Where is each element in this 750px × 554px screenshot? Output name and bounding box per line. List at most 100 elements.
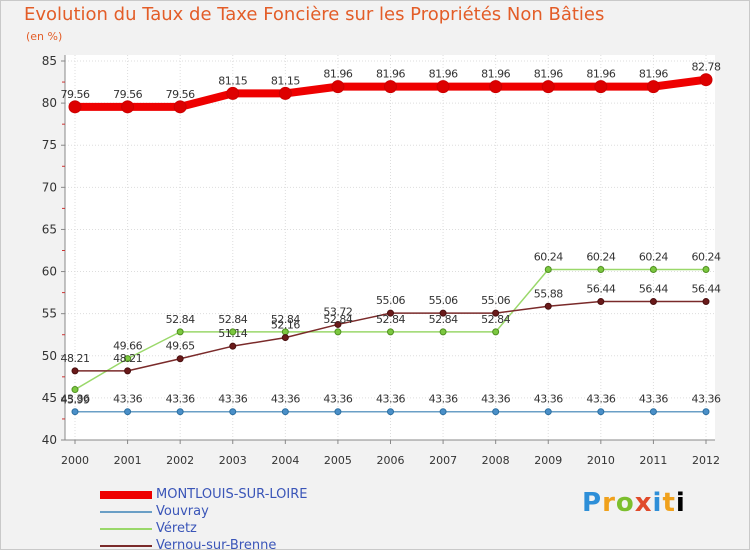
- data-point-2: [597, 266, 605, 274]
- data-point-2: [387, 328, 394, 336]
- data-label-2: 60.24: [534, 251, 563, 264]
- data-label-1: 43.36: [481, 393, 510, 406]
- data-label-1: 43.36: [534, 393, 563, 406]
- data-label-0: 81.96: [429, 68, 458, 81]
- proxiti-logo: Proxiti: [582, 488, 686, 518]
- data-point-0: [226, 86, 240, 100]
- data-point-2: [439, 328, 447, 336]
- legend-label-vouvray: Vouvray: [156, 504, 209, 519]
- data-point-3: [124, 367, 132, 375]
- data-point-2: [492, 328, 500, 336]
- legend-swatch-montlouis: [100, 490, 152, 499]
- data-point-3: [439, 309, 447, 317]
- data-label-3: 55.06: [376, 294, 405, 307]
- data-label-0: 81.96: [534, 68, 563, 81]
- data-label-3: 51.14: [218, 327, 247, 340]
- data-label-2: 52.84: [271, 313, 300, 326]
- data-point-1: [71, 408, 79, 416]
- data-point-2: [71, 386, 79, 394]
- data-point-0: [384, 80, 397, 94]
- legend-item-montlouis: MONTLOUIS-SUR-LOIRE: [100, 486, 307, 503]
- data-label-2: 60.24: [692, 251, 721, 264]
- y-tick-label: 50: [42, 349, 57, 363]
- data-label-3: 52.16: [271, 319, 300, 332]
- data-label-1: 43.36: [323, 393, 352, 406]
- data-point-0: [646, 80, 660, 94]
- data-point-1: [702, 408, 710, 416]
- data-label-0: 81.15: [271, 74, 300, 87]
- data-point-3: [387, 309, 394, 317]
- data-point-1: [176, 408, 184, 416]
- legend-label-vernou: Vernou-sur-Brenne: [156, 538, 277, 553]
- data-point-1: [649, 408, 657, 416]
- data-label-0: 81.96: [376, 68, 405, 81]
- data-point-0: [541, 80, 555, 94]
- logo-letter: i: [675, 488, 686, 518]
- data-label-3: 48.21: [113, 352, 142, 365]
- data-label-2: 49.66: [113, 340, 142, 353]
- legend-swatch-vouvray: [100, 510, 152, 513]
- data-point-2: [649, 266, 657, 274]
- data-point-1: [281, 408, 289, 416]
- y-tick-label: 45: [42, 391, 57, 405]
- logo-letter: i: [652, 488, 663, 518]
- data-label-1: 43.36: [586, 393, 615, 406]
- data-point-2: [176, 328, 184, 336]
- data-label-0: 81.96: [481, 68, 510, 81]
- data-point-2: [334, 328, 342, 336]
- data-point-3: [597, 298, 605, 306]
- data-label-3: 48.21: [61, 352, 90, 365]
- data-point-0: [489, 80, 503, 94]
- x-tick-label: 2009: [534, 454, 562, 467]
- x-tick-label: 2003: [219, 454, 247, 467]
- data-label-2: 52.84: [376, 313, 405, 326]
- x-tick-label: 2010: [587, 454, 615, 467]
- data-point-1: [229, 408, 237, 416]
- data-point-3: [649, 298, 657, 306]
- data-label-2: 52.84: [429, 313, 458, 326]
- logo-letter: o: [615, 488, 635, 518]
- data-label-2: 52.84: [481, 313, 510, 326]
- y-tick-label: 55: [42, 307, 57, 321]
- data-label-1: 43.36: [166, 393, 195, 406]
- data-point-3: [492, 309, 500, 317]
- x-tick-label: 2002: [166, 454, 194, 467]
- y-tick-label: 80: [42, 96, 57, 110]
- data-point-1: [544, 408, 552, 416]
- legend-label-veretz: Véretz: [156, 521, 197, 536]
- data-point-0: [278, 86, 292, 100]
- data-label-0: 79.56: [61, 88, 90, 101]
- chart-subtitle: (en %): [26, 30, 63, 43]
- data-label-2: 52.84: [218, 313, 247, 326]
- data-label-0: 82.78: [692, 61, 721, 74]
- logo-letter: P: [582, 488, 603, 518]
- data-point-3: [334, 320, 342, 328]
- data-point-1: [334, 408, 342, 416]
- data-point-3: [702, 298, 710, 306]
- data-label-3: 55.88: [534, 287, 563, 300]
- data-label-0: 79.56: [166, 88, 195, 101]
- data-point-1: [597, 408, 605, 416]
- legend-item-vernou: Vernou-sur-Brenne: [100, 537, 307, 554]
- x-tick-label: 2000: [61, 454, 89, 467]
- data-label-3: 53.72: [323, 305, 352, 318]
- logo-letter: x: [634, 488, 653, 518]
- data-point-3: [281, 334, 289, 342]
- data-point-2: [702, 266, 710, 274]
- data-point-0: [331, 80, 345, 94]
- data-label-2: 52.84: [323, 313, 352, 326]
- data-point-0: [436, 80, 450, 94]
- data-point-1: [439, 408, 447, 416]
- x-tick-label: 2012: [692, 454, 720, 467]
- y-tick-label: 40: [42, 433, 57, 447]
- data-point-0: [121, 100, 135, 114]
- legend: MONTLOUIS-SUR-LOIRE Vouvray Véretz Verno…: [100, 486, 307, 554]
- y-tick-label: 75: [42, 138, 57, 152]
- data-label-1: 43.36: [61, 393, 90, 406]
- data-label-3: 55.06: [429, 294, 458, 307]
- x-tick-label: 2011: [639, 454, 667, 467]
- legend-swatch-veretz: [100, 527, 152, 530]
- x-tick-label: 2007: [429, 454, 457, 467]
- y-tick-label: 70: [42, 180, 57, 194]
